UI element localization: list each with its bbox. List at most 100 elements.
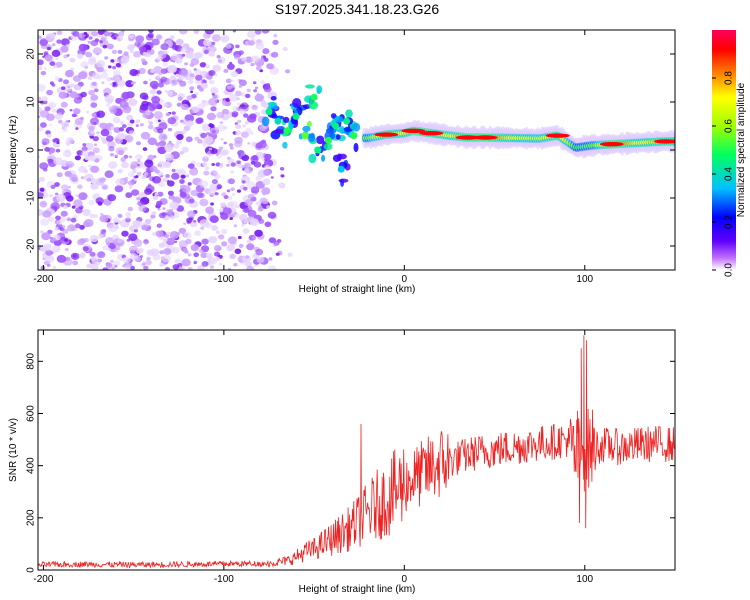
transition-blob: [282, 141, 288, 149]
noise-speckle: [121, 230, 129, 237]
noise-speckle: [152, 195, 159, 200]
spectrogram-y-label: Frequency (Hz): [8, 116, 19, 185]
noise-speckle: [52, 265, 57, 269]
noise-speckle: [85, 51, 93, 58]
noise-speckle: [233, 263, 238, 267]
noise-speckle: [160, 68, 168, 74]
noise-speckle: [147, 137, 157, 146]
noise-speckle: [196, 112, 201, 117]
noise-speckle: [147, 124, 154, 130]
noise-speckle: [124, 135, 134, 143]
noise-speckle: [107, 194, 117, 202]
noise-speckle: [157, 119, 161, 122]
noise-speckle: [166, 237, 176, 246]
transition-blob: [316, 135, 325, 145]
noise-speckle: [39, 39, 48, 47]
noise-speckle: [40, 230, 44, 234]
noise-speckle: [110, 126, 115, 131]
transition-blobs: [261, 84, 361, 187]
noise-speckle: [102, 245, 108, 251]
noise-speckle: [270, 176, 274, 179]
noise-speckle: [38, 115, 41, 119]
noise-speckle: [92, 47, 102, 55]
colorbar-tick-label: 0.4: [724, 167, 735, 181]
noise-speckle: [252, 81, 257, 85]
noise-speckle: [199, 62, 207, 68]
noise-speckle: [226, 244, 235, 252]
noise-speckle: [126, 114, 134, 121]
transition-blob: [308, 153, 317, 164]
noise-speckle: [219, 121, 224, 124]
noise-speckle: [236, 102, 241, 106]
noise-speckle: [238, 243, 244, 248]
noise-speckle: [189, 168, 199, 176]
noise-speckle: [113, 75, 121, 82]
noise-speckle: [102, 267, 109, 270]
noise-speckle: [185, 174, 190, 178]
noise-speckle: [144, 159, 154, 168]
noise-speckle: [208, 147, 213, 151]
noise-speckle: [169, 231, 180, 239]
noise-speckle: [250, 55, 260, 63]
noise-speckle: [128, 155, 133, 159]
snr-panel: -200 -100 0 100 0 200 400 600 800 Height of str…: [8, 329, 676, 595]
noise-speckle: [51, 49, 61, 58]
transition-blob: [323, 143, 333, 151]
noise-speckle: [112, 65, 117, 70]
noise-speckle: [254, 93, 264, 102]
noise-speckle: [133, 239, 143, 248]
noise-speckle: [222, 207, 232, 215]
noise-speckle: [255, 248, 264, 256]
noise-speckle: [244, 121, 249, 125]
noise-speckle: [242, 207, 250, 213]
noise-speckle: [75, 207, 83, 214]
noise-speckle: [201, 238, 209, 245]
noise-speckle: [223, 141, 227, 145]
noise-speckle: [202, 39, 212, 47]
noise-speckle: [136, 141, 141, 146]
snr-series-line: [38, 335, 675, 569]
noise-speckle: [179, 179, 185, 184]
noise-speckle: [38, 96, 42, 102]
noise-speckle: [264, 153, 272, 160]
noise-speckle: [193, 252, 199, 258]
noise-speckle: [172, 246, 180, 254]
noise-speckle: [275, 252, 280, 256]
noise-speckle: [179, 191, 187, 198]
noise-speckle: [225, 78, 232, 84]
noise-speckle: [176, 102, 182, 107]
noise-speckle: [157, 82, 164, 88]
noise-speckle: [113, 70, 121, 77]
noise-speckle: [73, 108, 81, 115]
noise-speckle: [223, 126, 228, 130]
noise-speckle: [266, 205, 271, 209]
noise-speckle: [166, 209, 172, 215]
noise-speckle: [247, 30, 256, 39]
noise-speckle: [201, 99, 207, 104]
noise-speckle: [210, 106, 217, 112]
noise-speckle: [266, 83, 271, 87]
noise-speckle: [260, 109, 267, 114]
noise-speckle: [66, 137, 75, 144]
noise-speckle: [151, 211, 157, 216]
noise-speckle: [183, 222, 187, 225]
noise-speckle: [66, 217, 72, 222]
noise-speckle: [230, 79, 234, 83]
transition-peak: [350, 132, 358, 140]
noise-speckle: [155, 230, 164, 238]
transition-peak: [265, 108, 273, 116]
noise-speckle: [38, 59, 44, 66]
noise-speckle: [125, 212, 131, 217]
noise-speckle: [194, 69, 202, 76]
noise-speckle: [227, 63, 235, 70]
noise-speckle: [40, 70, 47, 76]
noise-speckle: [42, 55, 46, 58]
noise-speckle: [250, 186, 260, 194]
noise-speckle: [195, 74, 203, 81]
noise-speckle: [229, 253, 236, 259]
noise-speckle: [46, 255, 55, 263]
noise-speckle: [88, 89, 95, 96]
noise-speckle: [162, 207, 166, 210]
noise-speckle: [80, 176, 85, 180]
noise-speckle: [55, 215, 61, 221]
